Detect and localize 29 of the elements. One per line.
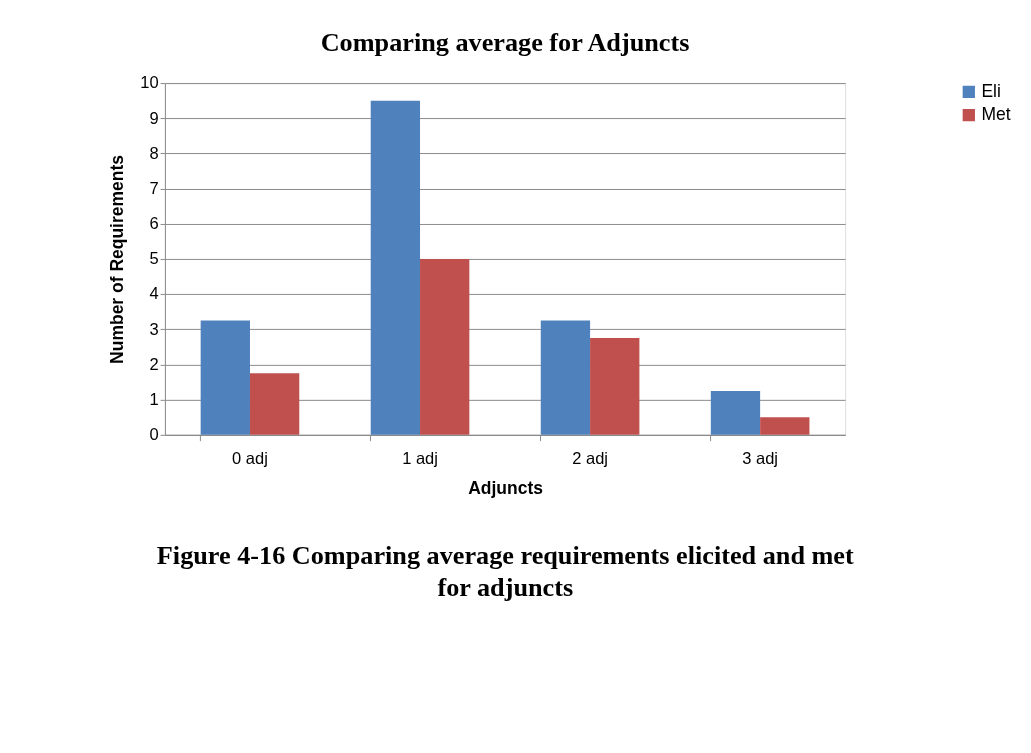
legend-label: Eli bbox=[981, 80, 1001, 101]
bar bbox=[200, 320, 250, 435]
legend-label: Met bbox=[981, 104, 1011, 125]
y-tick-label: 7 bbox=[149, 178, 159, 197]
y-tick-label: 1 bbox=[149, 390, 159, 409]
x-tick-label: 3 adj bbox=[742, 448, 779, 467]
x-tick-label: 1 adj bbox=[402, 448, 438, 467]
bar bbox=[370, 100, 421, 435]
y-tick-label: 6 bbox=[149, 214, 159, 233]
caption: Figure 4-16 Comparing average requirements elicited and met for adjuncts bbox=[156, 541, 854, 603]
y-tick-label: 3 bbox=[149, 319, 159, 338]
y-tick-label: 10 bbox=[140, 73, 159, 92]
bar bbox=[590, 338, 640, 435]
y-tick-label: 2 bbox=[149, 354, 159, 373]
y-tick-label: 9 bbox=[149, 108, 159, 127]
y-axis-title: Number of Requirements bbox=[106, 155, 127, 364]
bar bbox=[760, 417, 810, 435]
bar bbox=[710, 390, 761, 435]
chart-title: Comparing average for Adjuncts bbox=[320, 28, 690, 58]
x-axis-title: Adjuncts bbox=[468, 477, 543, 498]
bar bbox=[540, 320, 591, 435]
y-tick-label: 4 bbox=[149, 284, 159, 303]
y-tick-label: 0 bbox=[149, 425, 159, 444]
bar bbox=[249, 373, 300, 435]
y-tick-label: 8 bbox=[149, 143, 159, 162]
bar bbox=[420, 258, 470, 435]
x-tick-label: 2 adj bbox=[572, 448, 608, 467]
y-tick-label: 5 bbox=[149, 249, 159, 268]
x-tick-label: 0 adj bbox=[232, 448, 268, 467]
